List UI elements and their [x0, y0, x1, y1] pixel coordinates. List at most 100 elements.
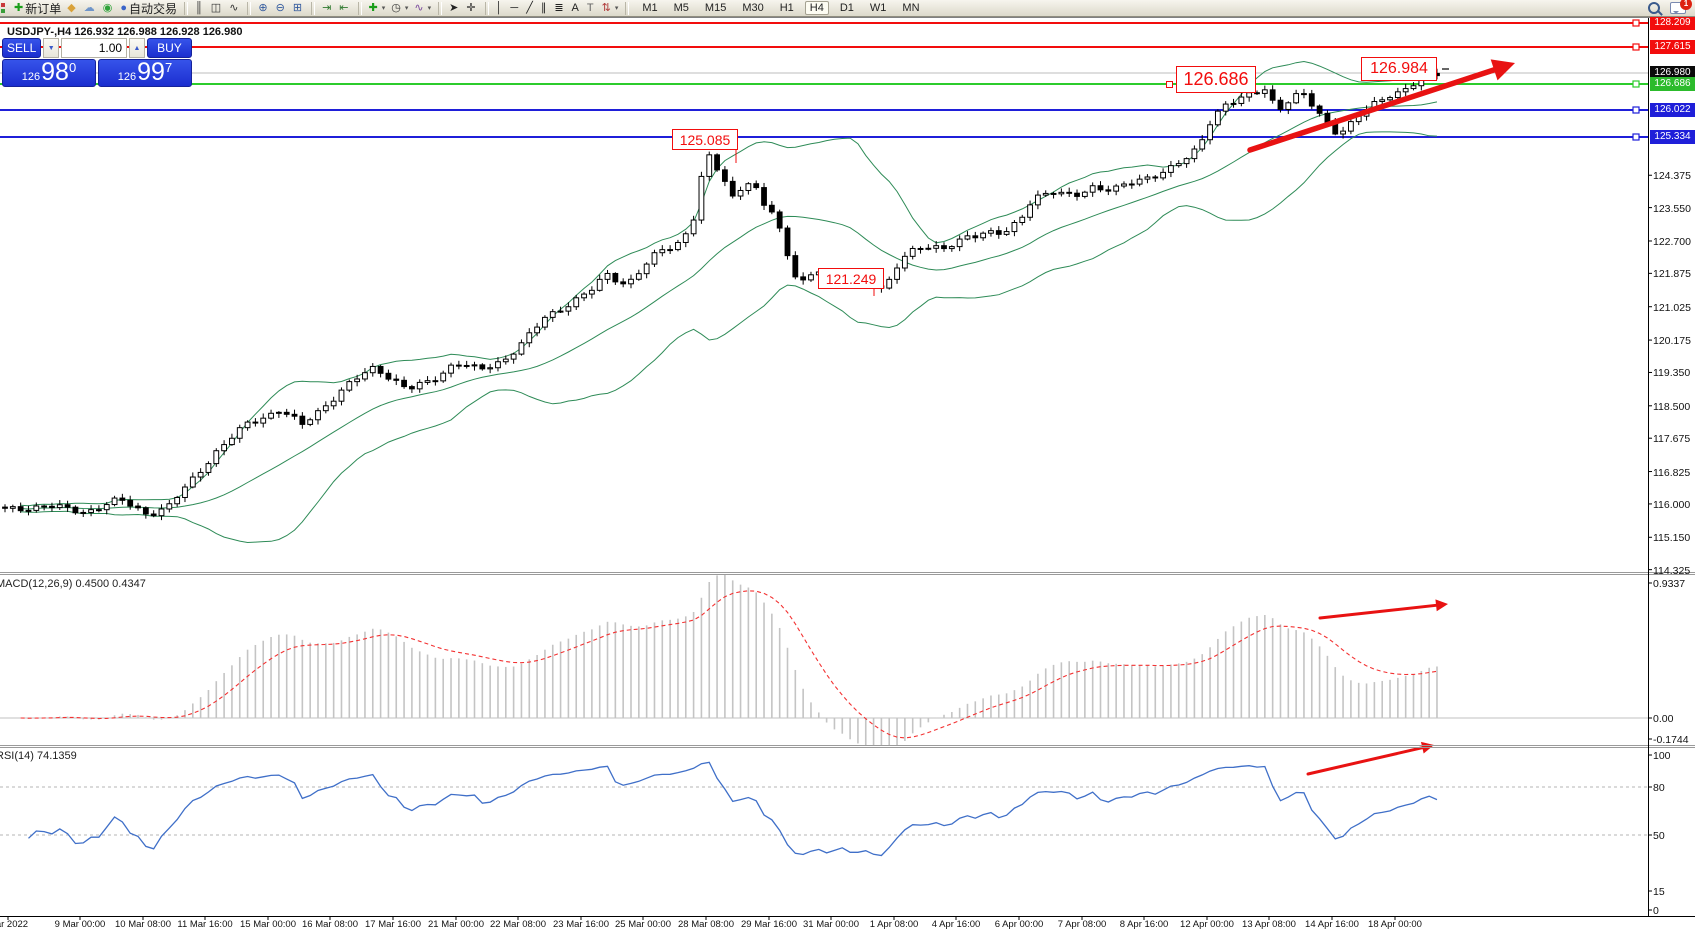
horizontal-line-icon: ─ — [510, 1, 519, 14]
bar-chart-button[interactable]: ║ — [192, 1, 208, 16]
macd-axis-tick: 0.00 — [1653, 713, 1674, 725]
cursor-button[interactable]: ➤ — [446, 1, 463, 16]
arrows-button[interactable]: ⇅ ▾ — [599, 1, 622, 16]
toolbar-separator — [357, 1, 362, 15]
time-axis-tick: 15 Mar 00:00 — [240, 919, 296, 930]
timeframe-m15[interactable]: M15 — [704, 2, 727, 14]
price-callout[interactable]: 126.984 — [1361, 57, 1437, 81]
toolbar-separator — [247, 1, 252, 15]
volume-decrease-button[interactable]: ▼ — [43, 38, 60, 58]
fibonacci-button[interactable]: ≣ — [551, 1, 568, 16]
bar-chart-icon: ║ — [194, 1, 203, 14]
market-watch-button[interactable]: ◆ — [64, 1, 80, 16]
notifications-icon[interactable]: 1 — [1670, 0, 1692, 14]
chevron-down-icon: ▾ — [614, 5, 619, 12]
autotrade-button[interactable]: ● 自动交易 — [117, 1, 180, 16]
search-icon[interactable] — [1648, 2, 1660, 14]
rsi-axis-tick: 100 — [1653, 750, 1671, 762]
crosshair-button[interactable]: ✛ — [463, 1, 480, 16]
price-axis-tick: 124.375 — [1653, 170, 1691, 183]
price-axis-tick: 116.825 — [1653, 466, 1691, 479]
templates-button[interactable]: ∿ ▾ — [411, 1, 434, 16]
toolbar-handle-green — [1, 9, 5, 13]
time-axis-tick: 8 Apr 16:00 — [1119, 919, 1169, 930]
time-axis-tick: 22 Mar 08:00 — [490, 919, 546, 930]
toolbar: ✚ 新订单 ◆ ☁ ◉ ● 自动交易 ║ ◫ ∿ ⊕ ⊖ ⊞ ⇥ ⇤ ✚ ▾ ◷ ▾ ∿ ▾ ➤ ✛ │ ─ ╱ ∥ ≣ A T ⇅ ▾ M1… — [0, 0, 1695, 17]
ask-prefix: 126 — [117, 71, 137, 83]
rsi-axis-tick: 0 — [1653, 905, 1659, 917]
candlestick-chart-button[interactable]: ◫ — [208, 1, 226, 16]
timeframe-h4[interactable]: H4 — [804, 1, 829, 15]
price-axis-tick: 114.325 — [1653, 564, 1691, 577]
channel-button[interactable]: ∥ — [538, 1, 552, 16]
horizontal-line-button[interactable]: ─ — [507, 1, 523, 16]
time-axis-tick: 17 Mar 16:00 — [365, 919, 421, 930]
time-axis-tick: 28 Mar 08:00 — [678, 919, 734, 930]
toolbar-handle-red — [1, 3, 5, 7]
price-axis-tick: 119.350 — [1653, 367, 1691, 380]
ask-big-digits: 99 — [137, 58, 165, 86]
price-axis-tick: 115.150 — [1653, 532, 1691, 545]
price-axis-tick: 116.000 — [1653, 498, 1691, 511]
timeframe-h1[interactable]: H1 — [779, 2, 794, 14]
time-axis-tick: 29 Mar 16:00 — [741, 919, 797, 930]
timeframe-m5[interactable]: M5 — [673, 2, 689, 14]
toolbar-separator — [183, 1, 188, 15]
time-axis-tick: 31 Mar 00:00 — [803, 919, 859, 930]
timeframe-mn[interactable]: MN — [902, 2, 920, 14]
bid-big-digits: 98 — [41, 58, 69, 86]
line-chart-button[interactable]: ∿ — [226, 1, 243, 16]
time-axis-tick: Mar 2022 — [0, 919, 29, 930]
tile-windows-icon: ⊞ — [292, 1, 303, 14]
vertical-line-icon: │ — [495, 1, 503, 14]
price-level-badge: 126.686 — [1650, 77, 1695, 91]
price-axis-tick: 121.875 — [1653, 268, 1691, 281]
timeframe-m1[interactable]: M1 — [642, 2, 658, 14]
zoom-out-icon: ⊖ — [275, 1, 285, 14]
time-axis-tick: 13 Apr 08:00 — [1242, 919, 1296, 930]
community-button[interactable]: ☁ — [81, 1, 100, 16]
price-callout[interactable]: 126.686 — [1176, 66, 1256, 93]
timeframe-m30[interactable]: M30 — [742, 2, 764, 14]
auto-scroll-icon: ⇥ — [322, 1, 332, 14]
channel-icon: ∥ — [540, 1, 547, 14]
vertical-line-button[interactable]: │ — [493, 1, 508, 16]
tile-windows-button[interactable]: ⊞ — [290, 1, 307, 16]
ask-price[interactable]: 126 99 7 — [98, 59, 192, 87]
signal-button[interactable]: ◉ — [100, 1, 118, 16]
price-callout[interactable]: 121.249 — [818, 268, 884, 289]
price-axis-tick: 121.025 — [1653, 301, 1691, 314]
chevron-down-icon: ▾ — [381, 5, 386, 12]
time-axis-tick: 12 Apr 00:00 — [1180, 919, 1234, 930]
toolbar-separator — [484, 1, 489, 15]
bid-price[interactable]: 126 98 0 — [2, 59, 96, 87]
auto-scroll-button[interactable]: ⇥ — [319, 1, 336, 16]
text-label-icon: T — [586, 1, 594, 14]
text-icon: A — [571, 1, 579, 14]
volume-input[interactable] — [61, 38, 128, 58]
price-axis-tick: 117.675 — [1653, 433, 1691, 446]
indicators-button[interactable]: ✚ ▾ — [366, 1, 389, 16]
new-order-button[interactable]: ✚ 新订单 — [11, 1, 64, 16]
price-callout[interactable]: 125.085 — [672, 129, 738, 150]
bid-prefix: 126 — [21, 71, 41, 83]
toolbar-separator — [311, 1, 316, 15]
time-axis-tick: 16 Mar 08:00 — [302, 919, 358, 930]
time-axis-tick: 7 Apr 08:00 — [1057, 919, 1107, 930]
text-label-button[interactable]: T — [584, 1, 599, 16]
buy-button[interactable]: BUY — [146, 38, 193, 58]
clock-icon: ◷ — [391, 1, 401, 14]
zoom-out-button[interactable]: ⊖ — [273, 1, 290, 16]
timeframe-d1[interactable]: D1 — [839, 2, 854, 14]
chart-shift-button[interactable]: ⇤ — [336, 1, 353, 16]
price-level-badge: 128.209 — [1650, 16, 1695, 30]
timeframe-w1[interactable]: W1 — [869, 2, 887, 14]
text-button[interactable]: A — [569, 1, 584, 16]
zoom-in-button[interactable]: ⊕ — [255, 1, 272, 16]
trendline-button[interactable]: ╱ — [523, 1, 538, 16]
volume-increase-button[interactable]: ▲ — [129, 38, 145, 58]
time-axis-tick: 4 Apr 16:00 — [931, 919, 981, 930]
periods-button[interactable]: ◷ ▾ — [388, 1, 411, 16]
sell-button[interactable]: SELL — [2, 38, 42, 58]
